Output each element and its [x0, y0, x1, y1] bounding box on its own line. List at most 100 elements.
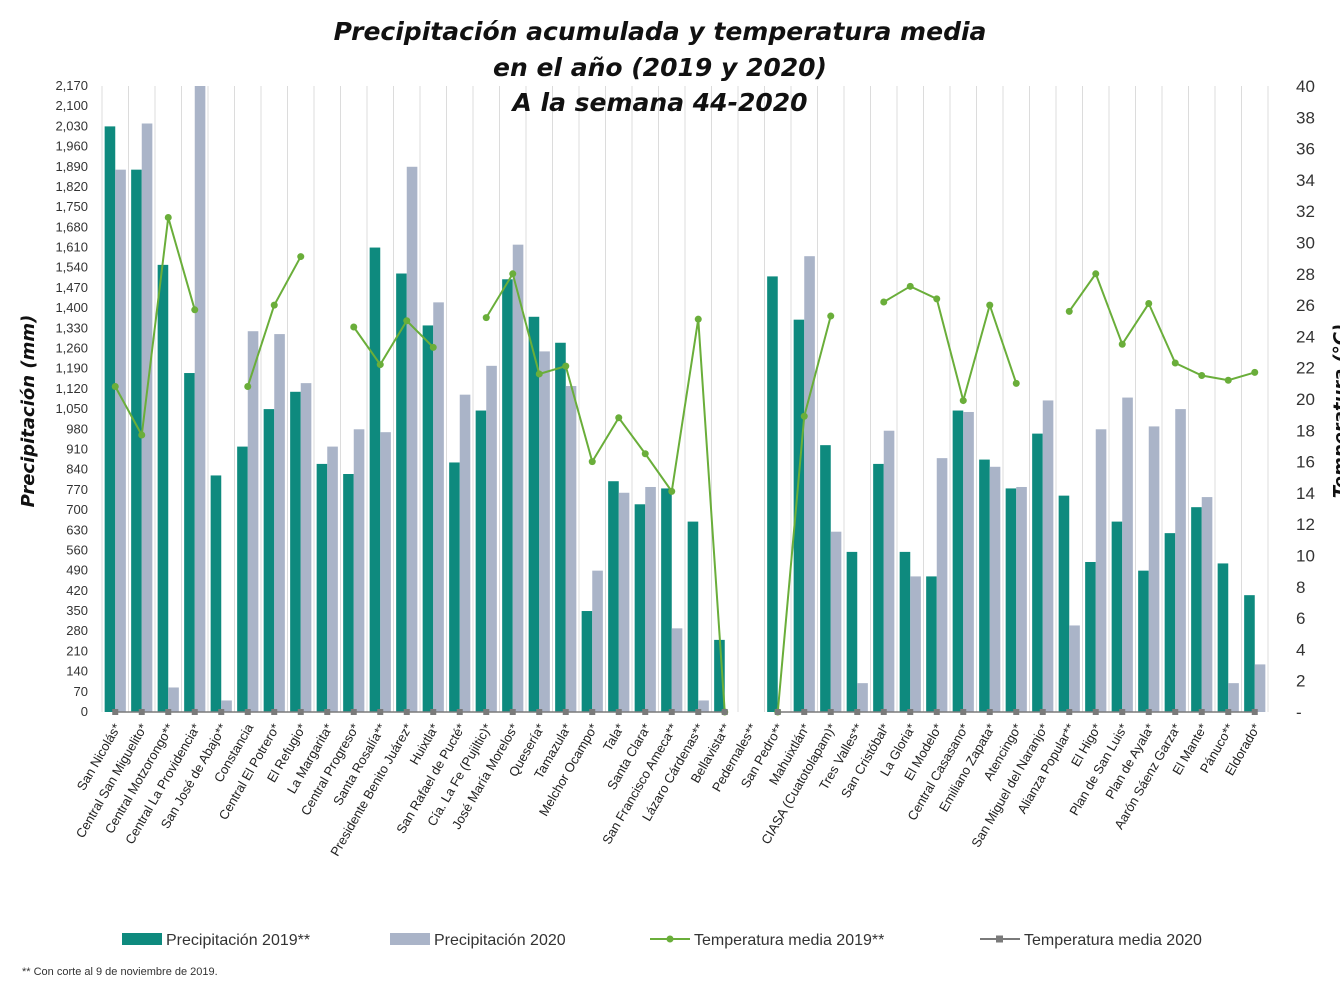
legend-label-temp-2020: Temperatura media 2020 [1024, 932, 1202, 949]
bar-precipitacion-2019-cia-la-fe-pujiltic [475, 410, 487, 712]
bar-precipitacion-2020-el-refugio [300, 383, 312, 712]
point-temperatura-media-2020-central-la-providencia [191, 709, 198, 715]
y-tick-label: 910 [66, 441, 88, 456]
point-temperatura-media-2020-cia-la-fe-pujiltic [483, 709, 490, 715]
bar-precipitacion-2020-atencingo [1016, 486, 1027, 712]
y-tick-label: 1,330 [55, 320, 88, 335]
bar-precipitacion-2019-huixtla [422, 325, 434, 712]
bar-precipitacion-2019-san-rafael-de-pucte [449, 462, 460, 712]
bar-precipitacion-2020-emiliano-zapata [989, 466, 1001, 712]
bar-precipitacion-2020-constancia [247, 331, 259, 712]
bar-precipitacion-2020-santa-clara [645, 486, 656, 712]
bar-precipitacion-2020-eldorado [1254, 664, 1266, 712]
bar-precipitacion-2019-alianza-popular [1058, 495, 1070, 712]
y-tick-label: 70 [74, 684, 88, 699]
point-temperatura-media-2020-san-rafael-de-pucte [456, 709, 463, 715]
y-tick-label: 140 [66, 664, 88, 679]
point-temperatura-media-2019-ciasa-cuatotolapam [827, 312, 835, 320]
legend-swatch-precip-2020 [390, 933, 430, 945]
bar-precipitacion-2019-la-margarita [316, 463, 328, 712]
point-temperatura-media-2020-melchor-ocampo [589, 709, 596, 715]
bar-precipitacion-2020-mahuixtlan [804, 256, 815, 712]
legend-label-temp-2019: Temperatura media 2019** [694, 932, 884, 949]
legend-swatch-precip-2019 [122, 933, 162, 945]
point-temperatura-media-2019-san-francisco-ameca [668, 487, 676, 495]
y2-tick-label: 26 [1296, 296, 1315, 315]
point-temperatura-media-2019-central-motzorongo [164, 213, 172, 221]
y2-tick-label: 10 [1296, 547, 1315, 566]
y2-tick-label: 32 [1296, 202, 1315, 221]
bar-precipitacion-2019-el-refugio [290, 391, 301, 712]
bar-precipitacion-2020-el-modelo [936, 458, 948, 712]
chart-title-line-2: en el año (2019 y 2020) [493, 53, 827, 82]
legend-marker-temp-2020 [996, 935, 1003, 943]
point-temperatura-media-2020-aaron-saenz-garza [1172, 709, 1179, 715]
point-temperatura-media-2020-central-casasano [960, 709, 967, 715]
bar-precipitacion-2019-el-modelo [926, 576, 937, 712]
point-temperatura-media-2019-tala [615, 414, 623, 422]
line-temperatura-media-2019 [352, 319, 434, 367]
point-temperatura-media-2019-central-progreso [350, 323, 358, 331]
bar-precipitacion-2019-presidente-benito-juarez [396, 273, 407, 712]
point-temperatura-media-2020-central-motzorongo [165, 709, 172, 715]
y2-tick-label: 34 [1296, 171, 1315, 190]
point-temperatura-media-2020-plan-de-san-luis [1119, 709, 1126, 715]
y-tick-label: 560 [66, 542, 88, 557]
bar-precipitacion-2019-central-san-miguelito [131, 169, 142, 712]
y-tick-label: 1,400 [55, 300, 88, 315]
y2-tick-label: 20 [1296, 390, 1315, 409]
bar-precipitacion-2020-presidente-benito-juarez [406, 166, 418, 712]
legend: Precipitación 2019** Precipitación 2020 … [122, 932, 1202, 949]
point-temperatura-media-2020-san-miguel-del-naranjo [1039, 709, 1046, 715]
point-temperatura-media-2020-plan-de-ayala [1145, 709, 1152, 715]
point-temperatura-media-2020-constancia [244, 709, 251, 715]
bar-precipitacion-2020-tala [618, 492, 630, 712]
legend-marker-temp-2019 [666, 935, 674, 943]
bar-precipitacion-2019-central-casasano [952, 410, 964, 712]
point-temperatura-media-2019-el-modelo [933, 295, 941, 303]
y2-tick-label: 6 [1296, 609, 1305, 628]
y2-tick-label: 36 [1296, 140, 1315, 159]
bar-precipitacion-2019-central-progreso [343, 474, 354, 712]
point-temperatura-media-2019-central-san-miguelito [138, 431, 146, 439]
point-temperatura-media-2019-cia-la-fe-pujiltic [482, 314, 490, 322]
bar-precipitacion-2020-plan-de-ayala [1148, 426, 1160, 712]
bar-precipitacion-2020-santa-rosalia [380, 432, 391, 712]
bar-precipitacion-2020-cia-la-fe-pujiltic [486, 365, 497, 712]
bar-precipitacion-2019-el-mante [1191, 507, 1202, 712]
point-temperatura-media-2020-huixtla [430, 709, 437, 715]
y2-tick-label: 12 [1296, 515, 1315, 534]
point-temperatura-media-2019-plan-de-ayala [1145, 300, 1153, 308]
y-tick-label: 1,820 [55, 179, 88, 194]
y-tick-label: 770 [66, 482, 88, 497]
y-tick-label: 0 [81, 704, 88, 719]
point-temperatura-media-2019-queseria [535, 370, 543, 378]
bar-precipitacion-2019-queseria [528, 316, 540, 712]
point-temperatura-media-2020-el-higo [1092, 709, 1099, 715]
y-tick-label: 1,750 [55, 199, 88, 214]
y2-tick-label: 18 [1296, 421, 1315, 440]
y-tick-label: 980 [66, 421, 88, 436]
point-temperatura-media-2020-alianza-popular [1066, 709, 1073, 715]
bar-precipitacion-2020-huixtla [433, 302, 444, 712]
bar-precipitacion-2020-jose-maria-morelos [512, 244, 524, 712]
y-tick-label: 1,890 [55, 159, 88, 174]
bar-precipitacion-2019-ciasa-cuatotolapam [820, 445, 831, 712]
chart-title-line-1: Precipitación acumulada y temperatura me… [334, 17, 987, 46]
point-temperatura-media-2020-el-modelo [933, 709, 940, 715]
y-tick-label: 1,680 [55, 219, 88, 234]
y-tick-label: 490 [66, 563, 88, 578]
point-temperatura-media-2020-santa-rosalia [377, 709, 384, 715]
legend-label-precip-2020: Precipitación 2020 [434, 932, 566, 949]
line-temperatura-media-2019 [883, 285, 1018, 405]
bar-precipitacion-2019-central-motzorongo [157, 264, 169, 712]
y2-tick-label: 28 [1296, 265, 1315, 284]
bar-precipitacion-2020-melchor-ocampo [592, 570, 603, 712]
point-temperatura-media-2019-mahuixtlan [800, 412, 808, 420]
bar-precipitacion-2020-tres-valles [857, 683, 868, 712]
point-temperatura-media-2019-presidente-benito-juarez [403, 317, 411, 325]
bar-precipitacion-2020-central-motzorongo [168, 687, 179, 712]
point-temperatura-media-2019-jose-maria-morelos [509, 270, 517, 278]
